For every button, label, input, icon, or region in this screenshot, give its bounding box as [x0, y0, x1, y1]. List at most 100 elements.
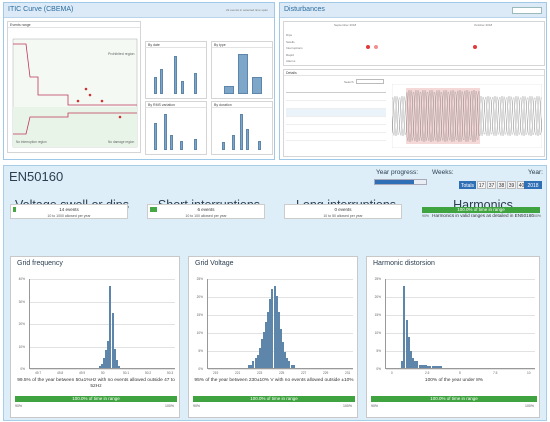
week-38-button[interactable]: 38 — [497, 181, 506, 189]
histogram-title: Grid frequency — [17, 260, 63, 267]
x-tick: 50.3 — [167, 371, 174, 375]
histogram-bar — [258, 348, 261, 368]
histogram-bar — [277, 312, 280, 368]
histogram-bar — [403, 286, 406, 368]
zoom-controls[interactable] — [512, 7, 542, 14]
by-type-chart: By type — [211, 41, 273, 99]
time-in-range-bar: 100.0% of time in range — [371, 396, 537, 402]
histogram-bar — [425, 364, 428, 368]
x-tick: 227 — [301, 371, 307, 375]
histogram-bar — [440, 366, 443, 368]
disturbance-timeline: September 2018 October 2018 Dips Swells … — [283, 21, 545, 66]
timeline-rows: Dips Swells Interruptions Rapid Alarms — [286, 32, 303, 65]
histogram-bar — [100, 364, 103, 368]
histogram-bar — [414, 361, 417, 368]
x-tick: 229 — [323, 371, 329, 375]
histogram-bar — [248, 364, 251, 368]
row-dips: Dips — [286, 33, 293, 37]
histogram-bar — [256, 354, 259, 368]
weeks-totals-button[interactable]: Totals — [459, 181, 476, 189]
y-tick: 5% — [376, 349, 381, 353]
year-progress-bar — [374, 179, 427, 185]
waveform-lines — [392, 89, 542, 143]
details-title: Details — [284, 70, 544, 76]
by-duration-title: By duration — [212, 102, 272, 108]
by-rms-chart: By RMS variation — [145, 101, 207, 155]
histogram-bar — [273, 286, 276, 368]
search-label: Search — [344, 80, 354, 84]
event-count: 6 events — [197, 207, 215, 212]
year-select[interactable]: 2018 — [524, 181, 542, 189]
event-count-box: 14 events 10 to 1000 allowed per year — [10, 204, 128, 219]
histogram-bar — [109, 286, 112, 368]
x-tick: 10 — [527, 371, 531, 375]
y-tick: 0% — [198, 367, 203, 371]
x-tick: 231 — [345, 371, 351, 375]
histogram-bar — [265, 322, 268, 368]
histogram-bar — [103, 358, 105, 368]
event-fill — [13, 207, 17, 212]
y-tick: 10% — [374, 331, 381, 335]
x-tick: 5 — [459, 371, 461, 375]
y-tick: 0% — [376, 367, 381, 371]
x-tick: 49.9 — [79, 371, 86, 375]
histogram-bar — [292, 364, 295, 368]
itic-note: 22 events in selected time span — [225, 8, 268, 12]
histogram-bar — [416, 361, 419, 368]
x-tick: 50.1 — [123, 371, 130, 375]
x-tick: 49.7 — [35, 371, 42, 375]
histogram-plot — [385, 279, 535, 370]
itic-panel-header: ITIC Curve (CBEMA) 22 events in selected… — [4, 3, 274, 18]
x-tick: 225 — [279, 371, 285, 375]
y-tick: 5% — [198, 349, 203, 353]
histogram-bar — [282, 341, 285, 368]
y-tick: 20% — [196, 295, 203, 299]
histogram-bar — [115, 360, 118, 368]
itic-plot: Prohibited region No interruption region… — [12, 38, 138, 148]
histogram-bar — [254, 358, 257, 368]
no-damage-label: No damage region — [108, 140, 134, 144]
y-tick: 15% — [196, 313, 203, 317]
itic-events-range: Events range — [8, 22, 140, 28]
interruption-marker[interactable] — [473, 45, 477, 49]
y-tick: 15% — [374, 313, 381, 317]
histogram-bar — [113, 348, 116, 368]
histogram-bar — [418, 364, 421, 368]
no-interruption-label: No interruption region — [16, 140, 47, 144]
event-fill — [150, 207, 157, 212]
interruption-marker[interactable] — [374, 45, 378, 49]
histogram-bar — [405, 320, 408, 368]
time-in-range-bar: 100.0% of time in range — [15, 396, 177, 402]
harmonics-lo: 90% — [422, 214, 430, 218]
row-rapid: Rapid — [286, 52, 294, 57]
search-input[interactable] — [356, 79, 384, 84]
histogram-1: Grid Voltage 25% 20% 15% 10% 5% 0% 219 221 223 225… — [188, 256, 358, 418]
itic-chart: Events range Prohibited region No interr… — [7, 21, 141, 153]
y-tick: 30% — [18, 299, 25, 304]
range-lo: 90% — [193, 404, 201, 408]
histogram-bar — [427, 366, 430, 368]
histogram-bar — [407, 337, 410, 368]
interruption-marker[interactable] — [366, 45, 370, 49]
x-tick: 50 — [101, 371, 105, 375]
en50160-title: EN50160 — [9, 169, 64, 184]
y-tick: 20% — [18, 322, 25, 326]
year-progress-fill — [375, 180, 415, 184]
week-39-button[interactable]: 39 — [507, 181, 516, 189]
week-37-button[interactable]: 37 — [487, 181, 496, 189]
histogram-bar — [250, 364, 253, 368]
year-label: Year: — [528, 169, 543, 176]
y-tick: 40% — [18, 277, 25, 281]
prohibited-label: Prohibited region — [108, 52, 135, 56]
x-tick: 49.8 — [57, 371, 64, 375]
week-17-button[interactable]: 17 — [477, 181, 486, 189]
y-tick: 25% — [196, 277, 203, 281]
time-in-range-bar: 100.0% of time in range — [193, 396, 355, 402]
histogram-bar — [422, 364, 425, 368]
histogram-bar — [260, 338, 263, 368]
by-type-plot — [216, 52, 268, 94]
waveform-chart — [392, 84, 542, 148]
category-desc: Harmonics in valid ranges as detailed in… — [432, 213, 534, 218]
harmonics-range-bar: 100.0% of time in range — [422, 207, 540, 213]
by-duration-plot — [216, 112, 268, 150]
